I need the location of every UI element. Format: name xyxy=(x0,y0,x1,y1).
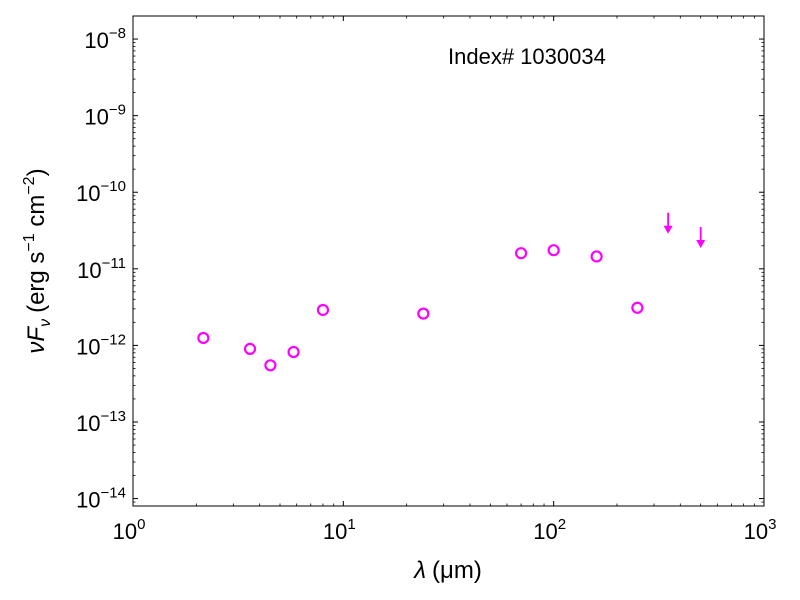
y-tick-exponent: −12 xyxy=(101,331,126,348)
x-axis-ticks: 100 101 102 103 xyxy=(113,16,777,544)
data-point xyxy=(631,301,644,314)
x-axis-symbol: λ xyxy=(412,557,426,584)
y-tick-label: 10−9 xyxy=(84,102,126,130)
y-tick-base: 10 xyxy=(84,105,108,130)
upper-limit-arrowhead xyxy=(696,240,706,249)
data-marks xyxy=(197,212,706,372)
y-tick-base: 10 xyxy=(77,258,101,283)
data-point xyxy=(316,303,330,317)
x-tick-base: 10 xyxy=(113,519,137,544)
data-point xyxy=(590,250,603,263)
x-tick-exponent: 3 xyxy=(768,516,776,533)
y-tick-base: 10 xyxy=(76,181,100,206)
plot-frame xyxy=(132,15,765,507)
x-tick-base: 10 xyxy=(744,519,768,544)
y-axis-unit-a: (erg s xyxy=(23,252,50,313)
y-tick-label: 10−12 xyxy=(76,331,126,359)
upper-limit-marker xyxy=(696,227,706,249)
y-tick-exponent: −9 xyxy=(109,102,126,119)
data-point xyxy=(417,307,430,320)
x-tick-exponent: 2 xyxy=(558,516,566,533)
y-tick-exponent: −8 xyxy=(109,25,126,42)
y-tick-exponent: −13 xyxy=(101,408,126,425)
y-tick-exponent: −10 xyxy=(101,178,126,195)
y-axis-unit-b: cm xyxy=(23,195,50,234)
y-tick-label: 10−8 xyxy=(84,25,126,53)
upper-limit-arrowhead xyxy=(663,225,673,234)
y-axis-unit-c: ) xyxy=(23,168,50,176)
x-tick-exponent: 0 xyxy=(137,516,145,533)
data-point xyxy=(287,345,300,359)
data-point xyxy=(264,359,277,372)
y-axis-sub: ν xyxy=(37,319,54,327)
x-tick-label: 102 xyxy=(533,516,566,544)
y-tick-exponent: −11 xyxy=(102,255,126,272)
data-point xyxy=(243,342,257,356)
y-axis-title: νFν (erg s−1 cm−2) xyxy=(21,168,54,353)
upper-limit-marker xyxy=(663,212,673,234)
data-point xyxy=(514,247,528,260)
x-tick-base: 10 xyxy=(323,519,347,544)
y-tick-label: 10−13 xyxy=(76,408,126,436)
y-tick-base: 10 xyxy=(76,488,100,513)
y-axis-prefix: ν xyxy=(23,342,50,354)
x-axis-unit: (μm) xyxy=(432,557,482,584)
data-point xyxy=(547,244,560,257)
x-axis-title: λ (μm) xyxy=(412,557,482,584)
x-tick-label: 100 xyxy=(113,516,146,544)
y-tick-label: 10−11 xyxy=(77,255,126,283)
y-tick-label: 10−10 xyxy=(76,178,126,206)
x-tick-label: 103 xyxy=(744,516,777,544)
x-tick-exponent: 1 xyxy=(347,516,355,533)
data-point xyxy=(197,331,210,345)
y-tick-base: 10 xyxy=(76,411,100,436)
annotation-index: Index# 1030034 xyxy=(448,44,606,69)
x-tick-label: 101 xyxy=(323,516,356,544)
y-tick-base: 10 xyxy=(84,28,108,53)
y-axis-exp-a: −1 xyxy=(21,233,38,251)
y-tick-base: 10 xyxy=(76,334,100,359)
y-tick-exponent: −14 xyxy=(101,485,126,502)
y-axis-exp-b: −2 xyxy=(21,176,38,194)
y-axis-symbol: F xyxy=(23,326,50,342)
y-tick-label: 10−14 xyxy=(76,485,126,513)
x-tick-base: 10 xyxy=(533,519,557,544)
